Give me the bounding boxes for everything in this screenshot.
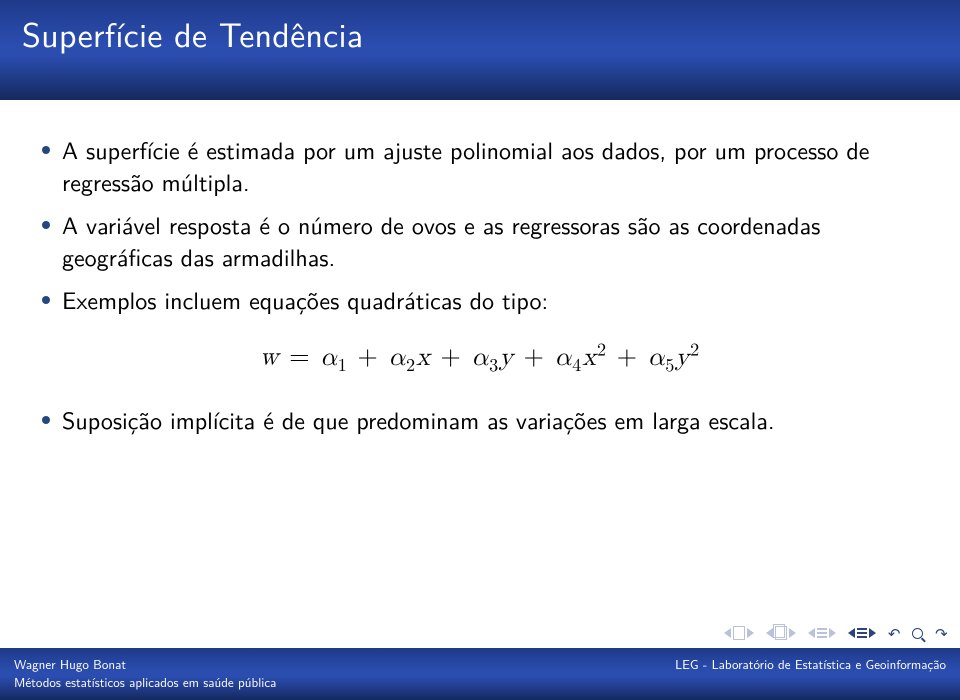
eq-sub: 3 [489,356,499,375]
eq-sub: 5 [665,356,675,375]
eq-pow: 2 [597,340,607,359]
bullet-dot-icon [42,296,50,304]
equation: w = α1 + α2x + α3y + α4x2 + α5y2 [42,338,918,378]
arrow-right-icon [789,628,796,638]
nav-next-button[interactable] [848,628,876,638]
arrow-left-icon [848,628,855,638]
bullet-text: Suposição implícita é de que predominam … [62,404,918,436]
bullet-text: A superfície é estimada por um ajuste po… [62,134,918,199]
arrow-right-icon [747,628,754,638]
eq-plus: + [358,345,389,371]
slide: Superfície de Tendência A superfície é e… [0,0,960,700]
footer-subtitle: Métodos estatísticos aplicados em saúde … [14,674,276,692]
eq-term: α3y [471,345,514,371]
arrow-left-icon [724,628,731,638]
redo-button[interactable]: ↶ [935,622,948,644]
bullet-text: Exemplos incluem equações quadráticas do… [62,284,918,316]
footer-top-row: Wagner Hugo Bonat LEG - Laboratório de E… [14,656,946,674]
bullet-dot-icon [42,416,50,424]
undo-button[interactable]: ↶ [888,622,901,644]
eq-term: α5y2 [648,345,701,371]
search-icon[interactable] [912,628,923,639]
bullet-item: Suposição implícita é de que predominam … [42,404,918,436]
arrow-left-icon [766,628,773,638]
eq-plus: + [441,345,472,371]
eq-sub: 2 [406,356,416,375]
eq-var: y [675,345,690,371]
bullet-item: A superfície é estimada por um ajuste po… [42,134,918,199]
slide-body: A superfície é estimada por um ajuste po… [0,100,960,437]
footer-bar: Wagner Hugo Bonat LEG - Laboratório de E… [0,648,960,700]
nav-prev-button[interactable] [808,628,836,638]
eq-lhs: w [260,345,280,371]
eq-var: y [499,345,514,371]
arrow-right-icon [829,628,836,638]
eq-term: α1 [320,345,348,371]
page-icon [733,626,745,640]
bullet-item: Exemplos incluem equações quadráticas do… [42,284,918,316]
eq-equals: = [289,345,320,371]
eq-var: x [582,345,597,371]
nav-first-button[interactable] [724,626,754,640]
bullet-item: A variável resposta é o número de ovos e… [42,209,918,274]
eq-plus: + [617,345,648,371]
eq-pow: 2 [690,340,700,359]
bars-icon [817,628,827,638]
bullet-text: A variável resposta é o número de ovos e… [62,209,918,274]
nav-controls: ↶ ↶ [724,622,948,644]
eq-term: α2x [388,345,431,371]
footer-bottom-row: Métodos estatísticos aplicados em saúde … [14,674,946,692]
header-bar: Superfície de Tendência [0,0,960,100]
eq-sub: 1 [338,356,348,375]
arrow-right-icon [869,628,876,638]
eq-sub: 4 [572,356,582,375]
bullet-dot-icon [42,221,50,229]
eq-var: x [416,345,431,371]
slide-title: Superfície de Tendência [22,8,938,58]
bullet-dot-icon [42,146,50,154]
pages-icon [775,626,787,640]
arrow-left-icon [808,628,815,638]
footer-author: Wagner Hugo Bonat [14,656,126,674]
footer-affiliation: LEG - Laboratório de Estatística e Geoin… [675,656,946,674]
bars-icon [857,628,867,638]
eq-term: α4x2 [554,345,607,371]
nav-section-button[interactable] [766,626,796,640]
eq-plus: + [524,345,555,371]
